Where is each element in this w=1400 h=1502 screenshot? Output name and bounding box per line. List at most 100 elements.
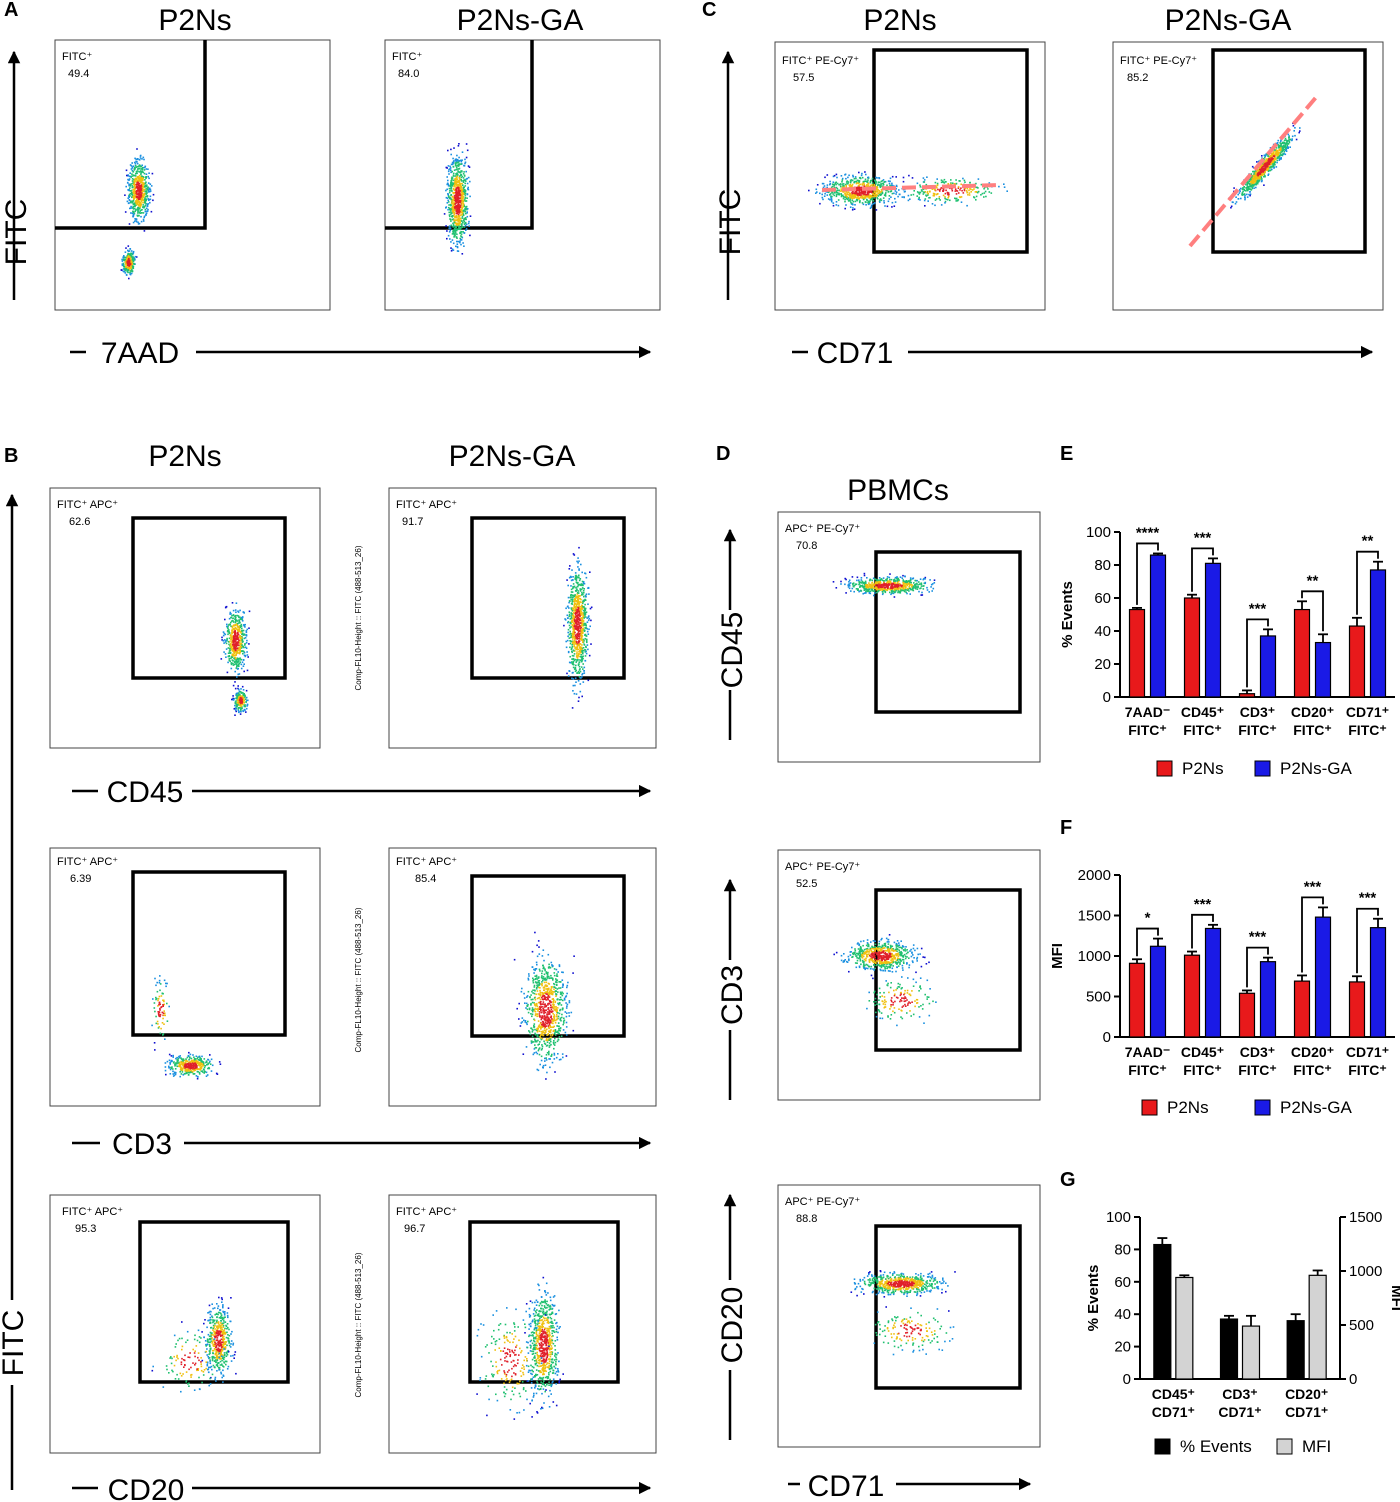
gate-label: FITC⁺ APC⁺ [396, 856, 457, 868]
axis-arrows-a [7, 50, 652, 359]
category-label: FITC⁺ [1238, 1062, 1277, 1078]
title-d: PBMCs [847, 474, 949, 507]
y-tick-label: 100 [1106, 1209, 1131, 1226]
gate-box [138, 1220, 290, 1384]
event-cloud [891, 174, 1008, 208]
gate-label: APC⁺ PE-Cy7⁺ [785, 523, 860, 535]
bar--events [1219, 1318, 1239, 1380]
category-label: CD71⁺ [1152, 1404, 1195, 1420]
gate-box [470, 874, 626, 1038]
bar-mfi [1241, 1325, 1261, 1380]
title-c-right: P2Ns-GA [1165, 4, 1292, 37]
significance-label: ** [1307, 572, 1319, 589]
significance-bracket [1246, 618, 1269, 688]
y-tick-label: 20 [1094, 656, 1111, 673]
legend-label: P2Ns-GA [1280, 759, 1352, 778]
gate-label: APC⁺ PE-Cy7⁺ [785, 1196, 860, 1208]
category-label: CD45⁺ [1181, 1044, 1224, 1060]
gate-value: 62.6 [69, 516, 90, 528]
dot-plot-b4: FITC⁺ APC⁺ 85.4 Comp-FL10-Height :: FITC… [354, 847, 657, 1107]
significance-label: * [1145, 910, 1151, 927]
significance-label: *** [1194, 896, 1212, 913]
gate-box [874, 888, 1022, 1052]
legend-swatch [1141, 1099, 1158, 1116]
axis-label-bg [716, 610, 746, 690]
gate-label: FITC⁺ APC⁺ [62, 1206, 123, 1218]
significance-bracket [1356, 907, 1379, 974]
significance-bracket [1191, 913, 1214, 949]
y2-tick-label: 500 [1349, 1317, 1374, 1334]
category-label: 7AAD⁻ [1125, 1044, 1171, 1060]
gate-label: FITC⁺ APC⁺ [57, 499, 118, 511]
dot-plot-a1: FITC⁺ 49.4 [54, 39, 331, 311]
event-cloud [563, 546, 593, 709]
y-axis-label: MFI [1049, 943, 1066, 969]
bar-p2ns [1183, 954, 1201, 1038]
y-tick-label: 500 [1086, 989, 1111, 1006]
panel-letter-f: F [1060, 817, 1072, 839]
y-tick-label: 40 [1114, 1306, 1131, 1323]
event-cloud [873, 1306, 955, 1356]
category-label: CD3⁺ [1222, 1386, 1257, 1402]
axis-arrows-d [723, 528, 1032, 1491]
category-label: CD71⁺ [1285, 1404, 1328, 1420]
panel-letter-d: D [716, 443, 730, 465]
gate-box [1211, 48, 1367, 254]
axis-arrows-c [721, 50, 1374, 359]
gate-label: FITC⁺ PE-Cy7⁺ [1120, 55, 1197, 67]
title-c-left: P2Ns [863, 4, 936, 37]
bar--events [1153, 1243, 1172, 1380]
event-cloud [832, 572, 936, 598]
category-label: FITC⁺ [1293, 722, 1332, 738]
y-tick-label: 1500 [1078, 908, 1111, 925]
side-label: Comp-FL10-Height :: FITC (488-513_26) [354, 545, 363, 690]
significance-bracket [1301, 896, 1324, 973]
axis-label-bg [98, 775, 192, 807]
gate-box [470, 516, 626, 680]
gate-value: 84.0 [398, 68, 419, 80]
category-label: 7AAD⁻ [1125, 704, 1171, 720]
axis-label-a-y: FITC [0, 199, 33, 266]
category-label: CD71⁺ [1218, 1404, 1261, 1420]
gate-value: 49.4 [68, 68, 89, 80]
event-cloud [124, 148, 155, 232]
panel-letter-c: C [702, 0, 716, 21]
category-label: CD20⁺ [1285, 1386, 1328, 1402]
gate-box [385, 40, 534, 230]
legend-label: MFI [1302, 1437, 1331, 1456]
category-label: CD45⁺ [1181, 704, 1224, 720]
panel-letter-g: G [1060, 1169, 1076, 1191]
significance-label: *** [1249, 600, 1267, 617]
event-cloud [164, 1051, 222, 1080]
y-tick-label: 0 [1103, 689, 1111, 706]
bar-p2ns-ga [1149, 945, 1167, 1038]
axis-label-bg [0, 1300, 26, 1385]
bar-p2ns-ga [1259, 961, 1277, 1038]
bar-p2ns [1128, 962, 1146, 1038]
axis-label-b-y: FITC [0, 1310, 30, 1377]
y-tick-label: 20 [1114, 1339, 1131, 1356]
title-b-right: P2Ns-GA [449, 440, 576, 473]
y-axis-label: % Events [1059, 581, 1076, 648]
y-tick-label: 80 [1094, 557, 1111, 574]
bar-p2ns [1183, 597, 1201, 698]
axis-label-d-y2: CD3 [716, 965, 749, 1025]
gate-value: 95.3 [75, 1223, 96, 1235]
y-tick-label: 100 [1086, 524, 1111, 541]
bar-chart-g: 0 20 40 60 80 100 % Events 0 500 1000 1500 MFI CD45⁺… [1085, 1209, 1400, 1456]
category-label: CD3⁺ [1240, 1044, 1275, 1060]
category-label: FITC⁺ [1128, 1062, 1167, 1078]
category-label: FITC⁺ [1348, 722, 1387, 738]
scatter-clouds [120, 122, 1301, 1420]
y2-tick-label: 0 [1349, 1371, 1357, 1388]
event-cloud [231, 685, 249, 716]
significance-label: *** [1249, 929, 1267, 946]
axis-label-bg [808, 336, 908, 368]
side-label: Comp-FL10-Height :: FITC (488-513_26) [354, 907, 363, 1052]
bar--events [1286, 1320, 1305, 1380]
axis-label-d-x: CD71 [808, 1470, 885, 1502]
category-label: FITC⁺ [1238, 722, 1277, 738]
legend-label: P2Ns-GA [1280, 1098, 1352, 1117]
